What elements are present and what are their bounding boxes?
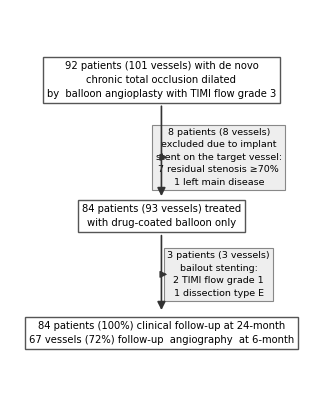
- Text: 84 patients (100%) clinical follow-up at 24-month
67 vessels (72%) follow-up  an: 84 patients (100%) clinical follow-up at…: [29, 321, 294, 345]
- Text: 3 patients (3 vessels)
bailout stenting:
2 TIMI flow grade 1
1 dissection type E: 3 patients (3 vessels) bailout stenting:…: [168, 251, 270, 298]
- Text: 84 patients (93 vessels) treated
with drug-coated balloon only: 84 patients (93 vessels) treated with dr…: [82, 204, 241, 228]
- Text: 8 patients (8 vessels)
excluded due to implant
stent on the target vessel:
7 res: 8 patients (8 vessels) excluded due to i…: [156, 128, 282, 187]
- Text: 92 patients (101 vessels) with de novo
chronic total occlusion dilated
by  ballo: 92 patients (101 vessels) with de novo c…: [47, 61, 276, 99]
